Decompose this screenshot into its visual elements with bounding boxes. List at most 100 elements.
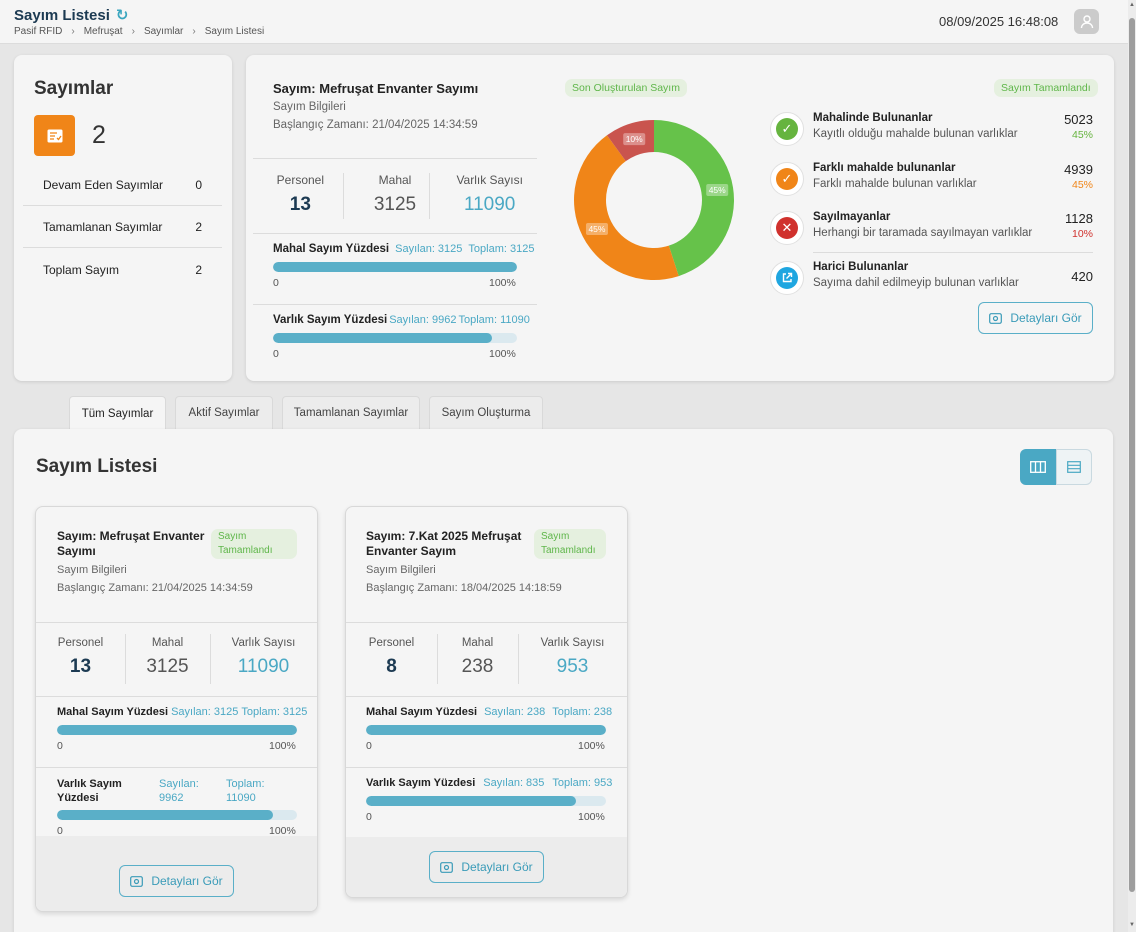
check-icon: ✓ [776,168,798,190]
breadcrumb-item[interactable]: Mefruşat [83,26,123,37]
legend-value: 1128 [1065,211,1093,226]
progress-counted: Sayılan: 3125 [395,243,463,255]
breadcrumb-item: Sayım Listesi [204,26,265,37]
tab-active[interactable]: Aktif Sayımlar [175,396,273,429]
progress-counted: Sayılan: 3125 [171,706,239,718]
summary-row-label: Toplam Sayım [43,263,120,277]
progress-min: 0 [273,277,279,289]
donut-segment[interactable] [574,135,679,280]
progress-max: 100% [489,348,516,360]
progress-fill [57,725,297,735]
summary-row-completed: Tamamlanan Sayımlar 2 [23,206,222,248]
varlik-progress-bar [57,810,297,820]
stat-value: 11090 [237,656,290,677]
divider [36,696,317,697]
stat-value: 8 [386,656,397,677]
progress-max: 100% [269,825,296,837]
progress-counted: Sayılan: 835 [483,777,545,789]
summary-row-label: Devam Eden Sayımlar [43,177,164,192]
total-count: 2 [92,121,106,149]
view-icon [989,312,1003,324]
check-icon: ✓ [776,118,798,140]
stat-mahal: Mahal 3125 [125,637,210,678]
progress-max: 100% [269,740,296,752]
view-icon [440,861,454,873]
card-start-time: Başlangıç Zamanı: 21/04/2025 14:34:59 [57,582,253,594]
latest-info-label: Sayım Bilgileri [273,101,346,113]
donut-chart: 45% 45% 10% [574,120,734,280]
divider [253,233,537,234]
summary-row-value: 2 [195,219,202,234]
stat-label: Mahal [461,637,494,649]
progress-min: 0 [57,825,63,837]
varlik-progress-label: Varlık Sayım Yüzdesi Sayılan: 835 Toplam… [366,777,612,789]
latest-count-card [246,55,1114,381]
svg-text:10%: 10% [626,134,643,144]
stat-varlik: Varlık Sayısı 11090 [442,173,537,216]
donut-segment[interactable] [654,120,734,277]
stat-value: 238 [461,656,494,677]
progress-counted: Sayılan: 9962 [159,778,199,804]
breadcrumb-item[interactable]: Pasif RFID [14,26,63,37]
scroll-up-icon[interactable]: ▲ [1129,2,1135,8]
tab-all[interactable]: Tüm Sayımlar [69,396,166,430]
progress-fill [366,796,577,806]
progress-title: Mahal Sayım Yüzdesi [273,243,390,255]
page-title: Sayım Listesi [14,6,110,24]
tab-completed[interactable]: Tamamlanan Sayımlar [282,396,420,429]
close-icon: ✕ [776,217,798,239]
view-icon [130,875,144,887]
legend-item-other-place: ✓ Farklı mahalde bulunanlar Farklı mahal… [770,160,1093,200]
chevron-right-icon: › [192,26,196,37]
mahal-progress-bar [366,725,606,735]
summary-title: Sayımlar [34,78,114,99]
divider [437,634,438,684]
progress-title: Mahal Sayım Yüzdesi [57,706,169,718]
stat-label: Mahal [378,173,412,187]
mahal-progress-label: Mahal Sayım Yüzdesi Sayılan: 3125 Toplam… [57,706,307,718]
card-details-button[interactable]: Detayları Gör [429,851,544,883]
breadcrumb-item[interactable]: Sayımlar [143,26,184,37]
list-view-button[interactable] [1056,449,1092,485]
summary-row-value: 2 [195,263,202,277]
scroll-down-icon[interactable]: ▼ [1129,922,1135,928]
donut-segment[interactable] [606,120,654,162]
page-title-row: Sayım Listesi ↻ [14,6,129,25]
refresh-icon[interactable]: ↻ [115,7,129,24]
progress-counted: Sayılan: 9962 [389,314,457,326]
progress-min: 0 [366,740,372,752]
stat-value: 13 [69,656,92,677]
legend-desc: Herhangi bir taramada sayılmayan varlıkl… [813,227,1033,239]
legend-title: Mahalinde Bulunanlar [813,112,933,124]
scrollbar-thumb[interactable] [1129,18,1135,892]
card-info-label: Sayım Bilgileri [366,564,436,576]
summary-card [14,55,232,381]
stat-value: 953 [556,656,589,677]
stat-value: 11090 [463,194,516,215]
divider [346,696,627,697]
columns-icon [1030,461,1046,473]
progress-min: 0 [366,811,372,823]
legend-pct: 45% [1071,179,1093,191]
summary-row-label: Tamamlanan Sayımlar [43,219,163,234]
varlik-progress-label: Varlık Sayım Yüzdesi Sayılan: 9962 Topla… [273,314,530,326]
stat-label: Varlık Sayısı [456,173,523,187]
stat-varlik: Varlık Sayısı 11090 [210,637,317,678]
progress-min: 0 [57,740,63,752]
grid-view-button[interactable] [1020,449,1056,485]
stat-personel: Personel 13 [36,637,125,678]
divider [813,252,1093,253]
latest-details-button[interactable]: Detayları Gör [978,302,1093,334]
legend-title: Farklı mahalde bulunanlar [813,162,956,174]
tab-create[interactable]: Sayım Oluşturma [429,396,543,429]
varlik-progress-bar [273,333,517,343]
legend-title: Sayılmayanlar [813,211,891,223]
button-label: Detayları Gör [151,874,223,888]
card-details-button[interactable]: Detayları Gör [119,865,234,897]
user-avatar-icon[interactable] [1074,9,1099,34]
divider [253,158,537,159]
stat-varlik: Varlık Sayısı 953 [518,637,627,678]
card-title: Sayım: Mefruşat Envanter Sayımı [57,529,205,558]
card-info-label: Sayım Bilgileri [57,564,127,576]
breadcrumb: Pasif RFID › Mefruşat › Sayımlar › Sayım… [14,26,264,37]
